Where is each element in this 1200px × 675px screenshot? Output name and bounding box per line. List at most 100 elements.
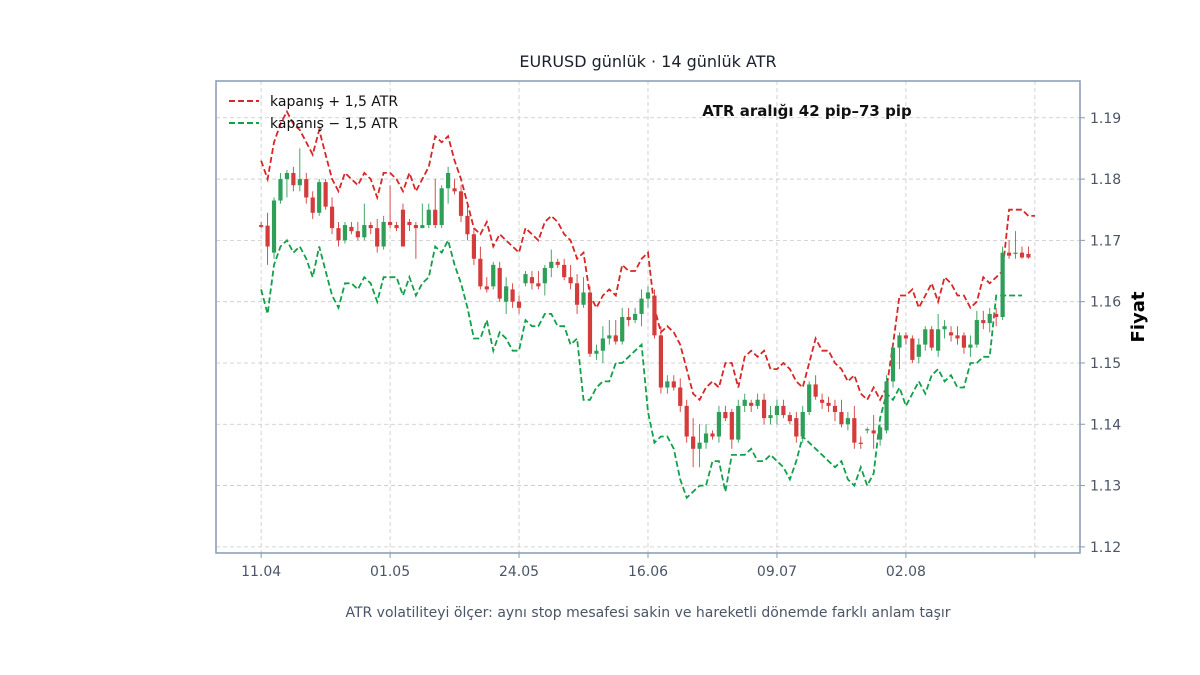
candle-body xyxy=(736,405,741,440)
candle-body xyxy=(368,225,373,229)
candle xyxy=(562,258,567,281)
candle xyxy=(317,179,322,216)
candle-body xyxy=(955,335,960,339)
atr-range-annotation: ATR aralığı 42 pip–73 pip xyxy=(702,102,912,120)
candle xyxy=(819,393,825,409)
candle-body xyxy=(936,329,941,351)
candle-body xyxy=(768,415,773,419)
candle xyxy=(787,412,792,425)
candle-body xyxy=(981,320,986,324)
candle-body xyxy=(426,209,431,226)
candle-body xyxy=(639,298,644,314)
candle-body xyxy=(504,286,509,302)
candle xyxy=(929,326,934,351)
candle-body xyxy=(381,221,386,247)
candle xyxy=(813,375,818,400)
candle-body xyxy=(497,267,502,299)
candle xyxy=(271,197,277,259)
candle-body xyxy=(645,292,651,299)
candle-body xyxy=(491,264,496,287)
candle-body xyxy=(839,412,844,425)
candle-body xyxy=(678,387,683,406)
candle xyxy=(581,277,586,308)
candle xyxy=(259,221,264,229)
candle xyxy=(961,332,967,354)
candle-body xyxy=(574,283,580,305)
upper-atr-band-line xyxy=(260,109,1035,402)
candle xyxy=(845,412,850,431)
x-tick-label: 09.07 xyxy=(757,564,797,580)
candle xyxy=(678,378,683,413)
candle xyxy=(903,332,909,345)
candle-body xyxy=(994,313,999,317)
candle-body xyxy=(304,179,309,198)
candle xyxy=(968,335,973,357)
candle xyxy=(1026,246,1031,259)
candle-body xyxy=(1000,252,1005,317)
candle xyxy=(626,307,631,327)
candle-body xyxy=(626,317,631,321)
candle-body xyxy=(774,405,780,416)
candle xyxy=(807,381,812,416)
candle xyxy=(587,286,593,357)
candle xyxy=(703,424,709,449)
candle-body xyxy=(291,172,296,186)
candle xyxy=(890,344,896,388)
candle-body xyxy=(852,418,857,443)
candle xyxy=(729,408,734,449)
candle xyxy=(407,218,412,232)
candle-body xyxy=(845,418,850,425)
candle-body xyxy=(761,399,767,419)
candle-body xyxy=(536,283,541,287)
candle-body xyxy=(807,384,812,413)
legend-upper-label: kapanış + 1,5 ATR xyxy=(270,94,398,110)
candle-body xyxy=(961,335,967,348)
candle xyxy=(413,221,418,259)
candle-body xyxy=(826,402,831,406)
candle-body xyxy=(259,225,264,227)
candle xyxy=(981,310,986,330)
y-tick-label: 1.14 xyxy=(1090,417,1121,433)
candle xyxy=(665,375,670,394)
y-tick-label: 1.17 xyxy=(1090,233,1121,249)
candle xyxy=(381,215,386,250)
candle xyxy=(420,203,425,229)
y-tick-label: 1.12 xyxy=(1090,540,1121,556)
candle-body xyxy=(987,313,992,324)
candle-body xyxy=(516,301,522,308)
candle-body xyxy=(723,412,728,419)
candle xyxy=(594,344,599,360)
candle-body xyxy=(684,405,689,437)
candle xyxy=(362,203,367,241)
candle-body xyxy=(878,427,883,440)
grid xyxy=(216,81,1080,553)
candle-body xyxy=(865,429,870,431)
candle xyxy=(458,185,464,222)
candle-body xyxy=(607,335,612,339)
candle xyxy=(291,166,296,192)
candle xyxy=(826,396,831,413)
candle xyxy=(336,221,341,247)
candle xyxy=(858,436,863,449)
y-tick-label: 1.18 xyxy=(1090,172,1121,188)
candle xyxy=(671,375,676,391)
candle-body xyxy=(658,335,663,388)
candle-body xyxy=(691,436,696,449)
candle xyxy=(1000,246,1005,321)
candle xyxy=(871,415,876,449)
candle-body xyxy=(587,292,593,354)
candle xyxy=(878,424,883,446)
candle xyxy=(607,320,612,345)
candle xyxy=(865,427,870,434)
x-tick-label: 02.08 xyxy=(886,564,926,580)
candle-body xyxy=(871,430,876,434)
chart-title: EURUSD günlük · 14 günlük ATR xyxy=(519,52,776,71)
candle xyxy=(955,326,960,345)
candle xyxy=(394,221,399,232)
candle xyxy=(942,320,947,339)
candle xyxy=(368,221,373,235)
candle xyxy=(529,271,535,290)
candle-body xyxy=(923,329,928,345)
candle-body xyxy=(446,172,451,189)
candle-body xyxy=(452,188,457,192)
